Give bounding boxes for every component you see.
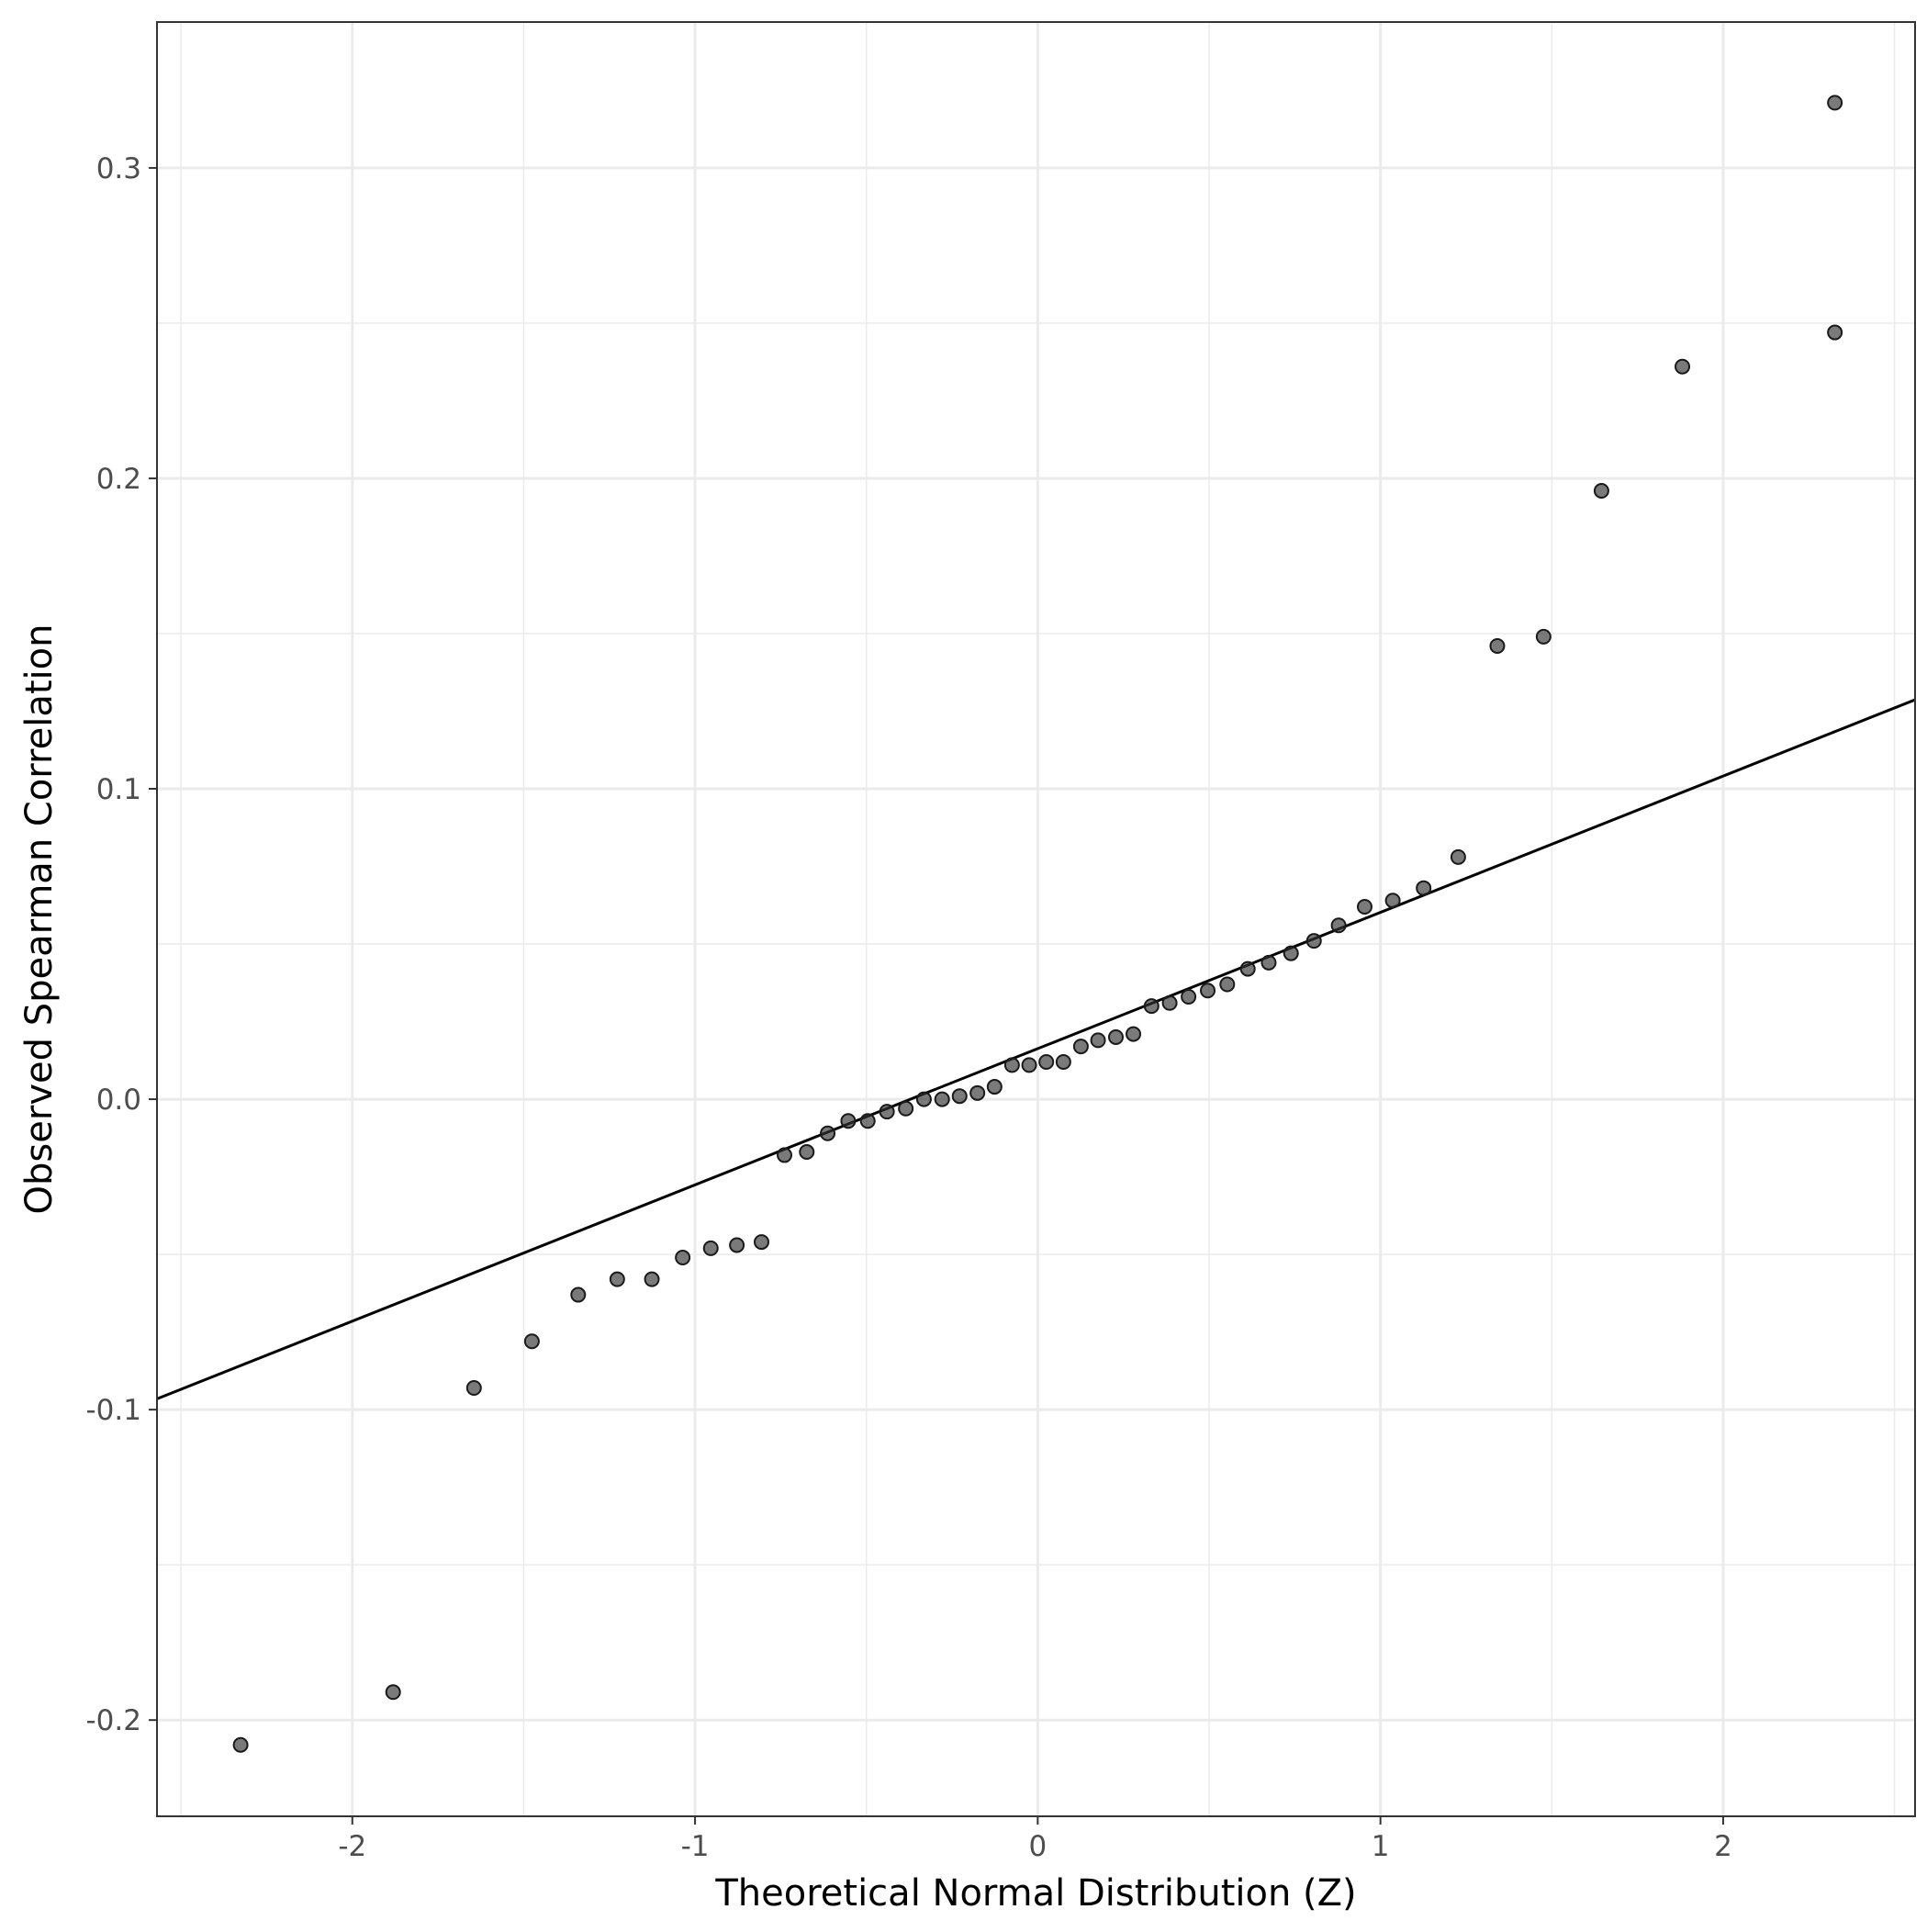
data-point [385,1684,401,1701]
data-point [915,1091,932,1107]
data-point [1356,898,1372,915]
data-point [1675,358,1691,375]
data-point [1239,960,1256,977]
data-point [1827,324,1843,341]
data-point [969,1084,986,1101]
x-tick-label: -2 [338,1830,366,1863]
y-axis-title: Observed Spearman Correlation [18,624,61,1215]
data-point [1219,976,1236,993]
data-point [1593,482,1609,499]
data-point [820,1125,836,1141]
x-axis-ticks: -2 -1 0 1 2 [338,1816,1732,1863]
x-tick-label: 2 [1714,1830,1732,1863]
y-tick-label: 0.3 [96,152,141,185]
data-point [753,1234,769,1251]
data-point [1330,917,1347,934]
data-point [523,1333,540,1350]
data-point [1143,998,1160,1015]
data-point [879,1104,895,1120]
data-point [232,1736,249,1753]
data-point [1107,1028,1124,1045]
x-axis-title: Theoretical Normal Distribution (Z) [714,1872,1356,1915]
x-tick-label: 0 [1028,1830,1047,1863]
data-point [609,1271,625,1287]
minor-gridlines [157,22,1915,1816]
plot-panel-border [156,21,1916,1817]
data-point [1072,1039,1089,1055]
data-point [644,1271,660,1287]
major-gridlines [157,22,1915,1816]
data-point [777,1147,793,1163]
y-tick-label: 0.0 [96,1084,141,1117]
y-tick-label: -0.2 [86,1704,142,1737]
data-point [859,1113,876,1129]
data-point [840,1113,857,1129]
x-tick-label: -1 [681,1830,710,1863]
data-point [799,1144,815,1161]
y-tick-label: 0.2 [96,463,141,496]
data-point [1827,95,1843,111]
data-point [1038,1054,1055,1071]
data-point [1535,628,1552,645]
data-point [1305,933,1322,949]
y-axis-ticks: -0.2 -0.1 0.0 0.1 0.2 0.3 [86,152,157,1737]
data-point [1161,994,1178,1011]
reference-line-layer [156,698,1916,1400]
data-point [702,1240,719,1256]
data-point [1260,954,1277,971]
data-point [570,1286,587,1303]
data-point [898,1100,914,1117]
data-point [1450,848,1466,865]
data-point [1126,1026,1142,1042]
data-point [675,1249,691,1265]
data-point [1181,989,1197,1005]
data-point [1283,945,1299,961]
y-tick-label: 0.1 [96,773,141,806]
data-point [1489,638,1506,655]
data-points [232,95,1843,1753]
data-point [1090,1032,1106,1049]
qq-reference-line [156,698,1916,1400]
data-point [1384,893,1401,909]
data-point [986,1079,1003,1095]
data-point [729,1237,745,1253]
y-tick-label: -0.1 [86,1394,142,1427]
data-point [1003,1057,1020,1073]
data-point [1055,1054,1071,1071]
data-point [934,1091,950,1107]
data-point [1021,1057,1037,1073]
x-tick-label: 1 [1372,1830,1390,1863]
data-point [951,1088,968,1105]
data-point [1416,880,1432,896]
data-point [465,1379,482,1396]
data-point [1200,983,1216,999]
